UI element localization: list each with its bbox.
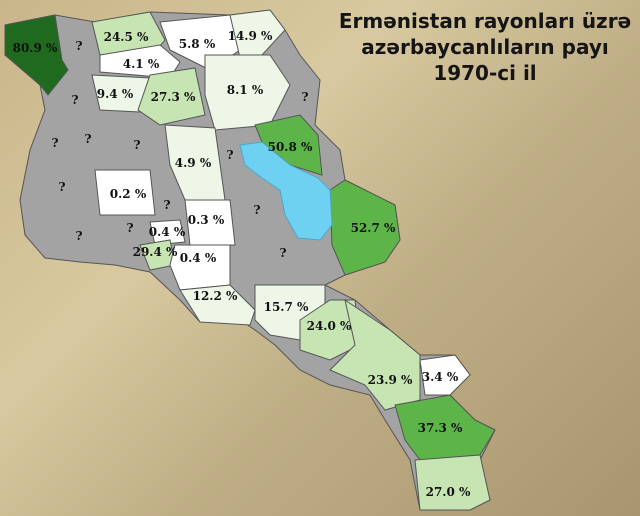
region-label: 37.3 % (418, 421, 463, 435)
region-shape (94, 169, 156, 216)
region-shape (149, 219, 186, 246)
region-shape (329, 179, 401, 276)
region-label: 50.8 % (268, 140, 313, 154)
region-label: 3.4 % (422, 370, 459, 384)
region-label: 24.0 % (307, 319, 352, 333)
region-label: 29.4 % (133, 245, 178, 259)
region-label: 80.9 % (13, 41, 58, 55)
region-label: 14.9 % (228, 29, 273, 43)
region-label: 12.2 % (193, 289, 238, 303)
region-label: 27.3 % (151, 90, 196, 104)
region-shape (91, 74, 151, 113)
region-label: ? (75, 229, 82, 243)
region-shape (329, 298, 421, 411)
region-shape (137, 67, 206, 126)
region-shape (184, 199, 236, 246)
region-label: 9.4 % (97, 87, 134, 101)
lake-sevan (239, 141, 333, 241)
region-label: ? (71, 93, 78, 107)
region-label: 0.4 % (149, 225, 186, 239)
region-label: 4.9 % (175, 156, 212, 170)
region-label: 0.4 % (180, 251, 217, 265)
region-label: 52.7 % (351, 221, 396, 235)
region-shape (4, 14, 69, 96)
region-label: 8.1 % (227, 83, 264, 97)
region-label: ? (75, 39, 82, 53)
region-label: ? (133, 138, 140, 152)
region-shape (414, 454, 491, 511)
title-line-1: Ermənistan rayonları üzrə (338, 9, 632, 33)
title-line-2: azərbaycanlıların payı (361, 35, 609, 59)
region-label: ? (253, 203, 260, 217)
region-shape (229, 9, 286, 59)
region-label: 4.1 % (123, 57, 160, 71)
region-label: 27.0 % (426, 485, 471, 499)
region-shape (99, 44, 181, 79)
region-label: ? (301, 90, 308, 104)
region-label: ? (126, 221, 133, 235)
region-shape (179, 284, 256, 326)
region-label: 24.5 % (104, 30, 149, 44)
title-line-3: 1970-ci il (433, 61, 537, 85)
region-label: ? (226, 148, 233, 162)
region-label: 5.8 % (179, 37, 216, 51)
region-label: ? (163, 198, 170, 212)
region-shape (394, 394, 496, 461)
map-title: Ermənistan rayonları üzrə azərbaycanlıla… (330, 8, 640, 86)
region-label: ? (279, 246, 286, 260)
region-label: ? (51, 136, 58, 150)
region-label: 0.2 % (110, 187, 147, 201)
region-label: 15.7 % (264, 300, 309, 314)
region-label: 0.3 % (188, 213, 225, 227)
region-label: 23.9 % (368, 373, 413, 387)
region-label: ? (84, 132, 91, 146)
region-shape (419, 354, 471, 396)
region-label: ? (58, 180, 65, 194)
